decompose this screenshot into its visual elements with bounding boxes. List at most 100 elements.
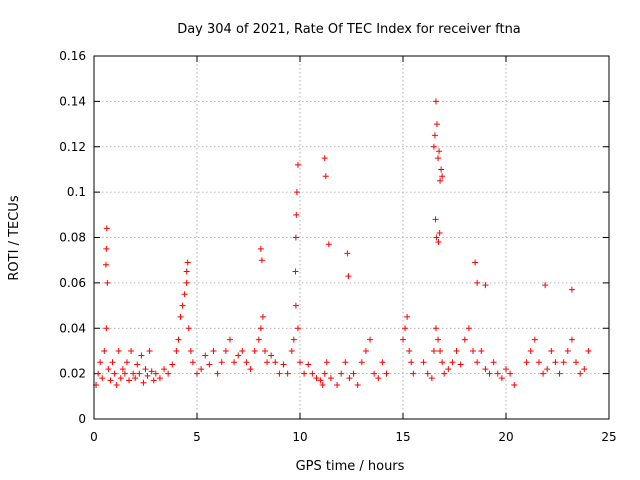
- data-point: [482, 366, 489, 373]
- data-point: [544, 366, 551, 373]
- data-point: [453, 347, 460, 354]
- data-point: [362, 347, 369, 354]
- data-point: [150, 377, 157, 384]
- data-point: [472, 259, 479, 266]
- x-tick-label: 25: [601, 430, 616, 444]
- data-point: [432, 325, 439, 332]
- y-tick-label: 0.08: [59, 231, 86, 245]
- data-point: [292, 302, 299, 309]
- data-point: [507, 370, 514, 377]
- data-point: [433, 234, 440, 241]
- data-point: [439, 359, 446, 366]
- data-point: [107, 377, 114, 384]
- data-point: [148, 368, 155, 375]
- data-point: [293, 189, 300, 196]
- data-point: [435, 336, 442, 343]
- data-point: [325, 241, 332, 248]
- data-point: [406, 347, 413, 354]
- data-point: [430, 143, 437, 150]
- data-point: [334, 381, 341, 388]
- data-point: [354, 381, 361, 388]
- data-point: [119, 366, 126, 373]
- data-point: [490, 359, 497, 366]
- data-point: [179, 302, 186, 309]
- data-point: [420, 359, 427, 366]
- data-point: [214, 370, 221, 377]
- data-point: [272, 359, 279, 366]
- data-point: [95, 370, 102, 377]
- data-point: [181, 291, 188, 298]
- data-point: [383, 370, 390, 377]
- data-point: [105, 366, 112, 373]
- data-point: [140, 379, 147, 386]
- data-point: [435, 155, 442, 162]
- data-point: [136, 370, 143, 377]
- data-point: [498, 375, 505, 382]
- data-point: [293, 211, 300, 218]
- data-point: [99, 375, 106, 382]
- data-point: [103, 225, 110, 232]
- data-point: [441, 370, 448, 377]
- data-point: [345, 273, 352, 280]
- data-point: [189, 359, 196, 366]
- data-point: [185, 325, 192, 332]
- data-point: [371, 370, 378, 377]
- data-point: [438, 166, 445, 173]
- data-point: [103, 325, 110, 332]
- data-point: [202, 352, 209, 359]
- data-point: [431, 132, 438, 139]
- data-point: [494, 370, 501, 377]
- data-point: [276, 370, 283, 377]
- data-point: [115, 347, 122, 354]
- data-point: [146, 347, 153, 354]
- data-point: [527, 347, 534, 354]
- data-point: [292, 268, 299, 275]
- data-point: [264, 359, 271, 366]
- data-point: [437, 177, 444, 184]
- data-point: [104, 279, 111, 286]
- data-point: [113, 381, 120, 388]
- y-tick-label: 0.16: [59, 49, 86, 63]
- data-point: [358, 359, 365, 366]
- data-point: [184, 259, 191, 266]
- data-point: [309, 370, 316, 377]
- data-point: [132, 375, 139, 382]
- data-point: [152, 370, 159, 377]
- data-point: [261, 347, 268, 354]
- data-point: [542, 282, 549, 289]
- data-point: [128, 347, 135, 354]
- data-point: [231, 359, 238, 366]
- data-point: [552, 359, 559, 366]
- data-point: [568, 336, 575, 343]
- data-point: [322, 173, 329, 180]
- data-point: [540, 370, 547, 377]
- data-point: [144, 372, 151, 379]
- data-point: [556, 370, 563, 377]
- x-tick-label: 5: [193, 430, 201, 444]
- data-point: [474, 279, 481, 286]
- data-point: [294, 325, 301, 332]
- data-point: [379, 359, 386, 366]
- data-point: [297, 359, 303, 366]
- y-axis-label: ROTI / TECUs: [7, 195, 22, 280]
- data-point: [449, 359, 456, 366]
- data-point: [257, 325, 264, 332]
- data-point: [142, 366, 149, 373]
- data-point: [218, 359, 225, 366]
- data-point: [436, 229, 443, 236]
- y-tick-label: 0.02: [59, 367, 86, 381]
- data-point: [435, 239, 442, 246]
- x-tick-label: 20: [498, 430, 513, 444]
- data-point: [169, 361, 176, 368]
- data-point: [465, 325, 472, 332]
- data-point: [367, 336, 374, 343]
- data-point: [342, 359, 349, 366]
- data-point: [321, 155, 328, 162]
- data-point: [350, 370, 357, 377]
- data-point: [257, 245, 264, 252]
- axis-ticks: 0 0.02 0.04 0.06 0.08 0.1 0.12 0.14 0.16 0 5 10 15 20…: [59, 49, 616, 444]
- data-point: [470, 347, 477, 354]
- data-point: [109, 359, 116, 366]
- x-tick-label: 0: [90, 430, 98, 444]
- data-point: [251, 347, 258, 354]
